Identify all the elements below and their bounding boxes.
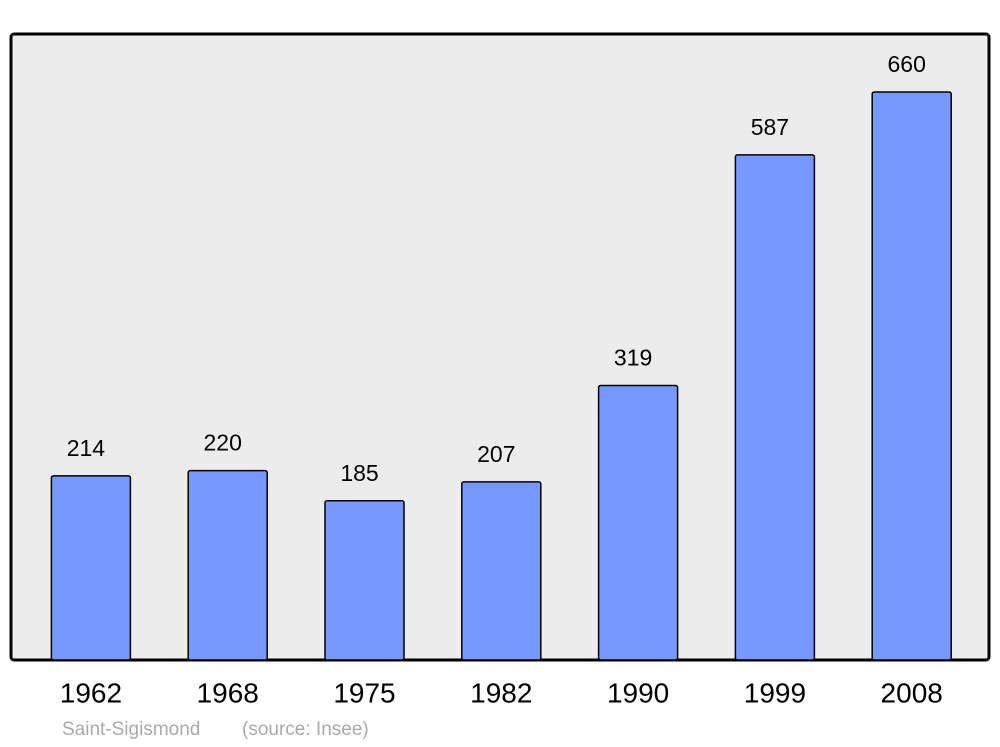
bar [597,384,679,661]
bar [324,500,405,661]
value-label: 207 [477,441,515,467]
value-label: 220 [204,430,242,456]
x-tick-label: 1968 [197,677,259,708]
bar [461,481,542,661]
x-tick-label: 1962 [60,677,122,708]
value-label: 185 [340,460,378,486]
value-label: 587 [751,114,789,140]
bar [734,154,816,661]
x-tick-label: 1999 [744,677,806,708]
value-label: 214 [67,435,106,461]
value-label: 660 [888,51,926,77]
caption: Saint-Sigismond [62,719,200,740]
x-tick-label: 1975 [333,677,395,708]
x-tick-label: 2008 [881,677,943,708]
bar [187,469,268,661]
bar [50,475,132,661]
bar [871,91,952,661]
value-label: 319 [614,345,652,371]
source: (source: Insee) [242,719,369,740]
x-tick-label: 1982 [470,677,532,708]
x-tick-label: 1990 [607,677,669,708]
